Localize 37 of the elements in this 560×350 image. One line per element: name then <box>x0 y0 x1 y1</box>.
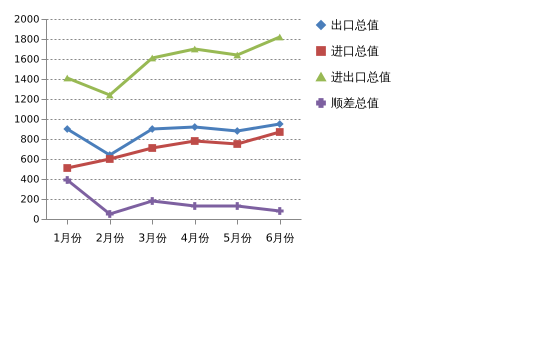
legend-label: 顺差总值 <box>331 96 379 110</box>
point <box>148 197 156 205</box>
x-tick-label: 4月份 <box>180 232 210 244</box>
point <box>106 92 114 98</box>
point <box>63 74 72 82</box>
x-tick-label: 6月份 <box>266 232 295 244</box>
point <box>63 176 72 184</box>
legend-label: 出口总值 <box>331 18 379 32</box>
y-tick-label: 200 <box>20 194 40 206</box>
point <box>233 52 242 58</box>
point <box>276 34 284 40</box>
point <box>106 155 114 163</box>
y-tick-label: 1200 <box>14 94 40 106</box>
legend-label: 进口总值 <box>331 44 379 58</box>
legend-label: 进出口总值 <box>331 70 391 84</box>
point <box>63 164 72 172</box>
x-tick-label: 5月份 <box>223 232 252 244</box>
point <box>190 137 199 145</box>
y-tick-label: 600 <box>20 154 40 166</box>
y-tick-label: 2000 <box>14 14 40 26</box>
x-tick-label: 2月份 <box>96 232 125 244</box>
point <box>63 125 72 133</box>
point <box>276 207 284 215</box>
point <box>276 128 284 136</box>
y-tick-label: 400 <box>20 174 40 186</box>
point <box>106 210 114 218</box>
y-tick-label: 1000 <box>14 114 40 126</box>
point <box>148 144 156 152</box>
y-tick-label: 800 <box>20 134 40 146</box>
y-tick-label: 1600 <box>14 54 40 66</box>
x-tick-label: 3月份 <box>138 232 168 244</box>
y-tick-label: 1800 <box>14 34 40 46</box>
x-tick-label: 1月份 <box>53 232 82 244</box>
point <box>190 46 199 52</box>
y-tick-label: 0 <box>33 214 40 226</box>
point <box>233 140 242 148</box>
y-tick-label: 1400 <box>14 74 40 86</box>
